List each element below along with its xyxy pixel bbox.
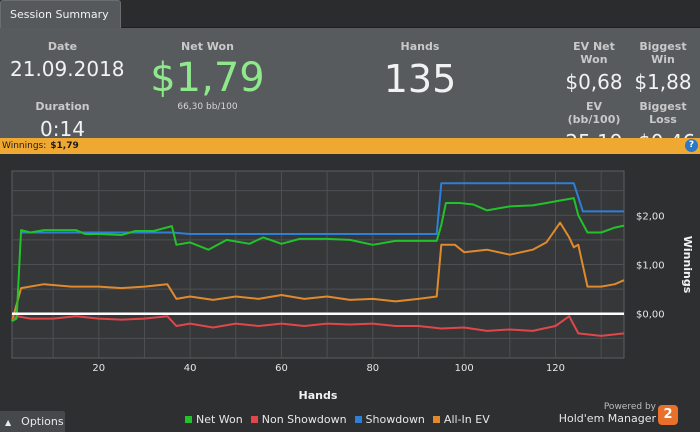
legend-swatch: [185, 416, 192, 423]
legend-label: All-In EV: [443, 413, 490, 426]
date-stat: Date 21.09.2018: [10, 40, 125, 81]
ev-net-won-stat: EV Net Won $0,68: [558, 40, 630, 94]
legend-label: Net Won: [196, 413, 243, 426]
legend-item: Non Showdown: [250, 413, 347, 426]
y-tick-label: $0,00: [636, 310, 665, 321]
product-name: Hold'em Manager: [558, 412, 656, 425]
ev-net-won-label: EV Net Won: [573, 40, 615, 66]
series-line-net-won: [11, 197, 625, 322]
hands-stat: Hands 135: [370, 40, 470, 100]
hands-label: Hands: [400, 40, 440, 53]
x-tick-label: 40: [184, 363, 197, 374]
y-tick-label: $1,00: [636, 261, 665, 272]
x-tick-label: 80: [366, 363, 379, 374]
chart-legend: Net Won Non Showdown Showdown All-In EV: [185, 413, 498, 426]
winnings-label: Winnings:: [2, 141, 47, 151]
x-axis-label: Hands: [299, 389, 338, 402]
options-button[interactable]: ▲ Options: [0, 411, 65, 432]
help-icon[interactable]: ?: [685, 139, 698, 152]
net-won-label: Net Won: [181, 40, 234, 53]
legend-swatch: [250, 416, 258, 423]
tab-session-summary[interactable]: Session Summary: [0, 0, 121, 29]
branding: Powered by Hold'em Manager: [559, 402, 656, 424]
legend-swatch: [354, 416, 362, 423]
legend-label: Non Showdown: [261, 413, 347, 426]
winnings-value: $1,79: [50, 141, 79, 151]
ev-bb100-label: EV (bb/100): [567, 100, 621, 126]
series-line-showdown: [21, 182, 624, 235]
legend-label: Showdown: [365, 413, 425, 426]
caret-up-icon: ▲: [5, 418, 12, 427]
biggest-loss-label: Biggest Loss: [639, 100, 687, 126]
legend-item: Showdown: [354, 413, 425, 426]
y-axis-label: Winnings: [681, 236, 694, 294]
legend-swatch: [432, 416, 440, 423]
y-tick-label: $2,00: [636, 211, 665, 222]
series-line-all-in-ev: [11, 221, 625, 322]
duration-value: 0:14: [40, 117, 85, 141]
ev-net-won-value: $0,68: [565, 70, 623, 94]
winnings-chart: 20 40 60 80 100 120 $0,00 $1,00 $2,00 Hands Winnin…: [11, 170, 694, 402]
x-tick-label: 20: [92, 363, 105, 374]
net-won-stat: Net Won $1,79 66,30 bb/100: [140, 40, 275, 112]
legend-item: Net Won: [185, 413, 243, 426]
net-won-value: $1,79: [150, 55, 265, 101]
options-label: Options: [21, 415, 64, 428]
x-tick-label: 120: [546, 363, 565, 374]
biggest-win-label: Biggest Win: [639, 40, 687, 66]
hm2-logo-icon: 2: [658, 405, 678, 425]
hands-value: 135: [383, 57, 457, 101]
legend-item: All-In EV: [432, 413, 490, 426]
date-value: 21.09.2018: [10, 57, 125, 81]
tab-strip: Session Summary: [0, 0, 700, 29]
date-label: Date: [47, 40, 78, 53]
powered-by-text: Powered by: [603, 402, 656, 412]
biggest-win-stat: Biggest Win $1,88: [630, 40, 696, 94]
net-won-bb100: 66,30 bb/100: [177, 102, 238, 112]
duration-label: Duration: [35, 100, 90, 113]
x-tick-label: 100: [455, 363, 474, 374]
summary-panel: Date 21.09.2018 Duration 0:14 Net Won $1…: [0, 28, 700, 154]
x-tick-label: 60: [275, 363, 288, 374]
winnings-bar: Winnings: $1,79 ?: [0, 138, 700, 154]
biggest-win-value: $1,88: [634, 70, 692, 94]
series-line-non-showdown: [11, 315, 625, 337]
chart-area: 20 40 60 80 100 120 $0,00 $1,00 $2,00 Hands Winnin…: [0, 154, 700, 432]
duration-stat: Duration 0:14: [10, 100, 115, 141]
